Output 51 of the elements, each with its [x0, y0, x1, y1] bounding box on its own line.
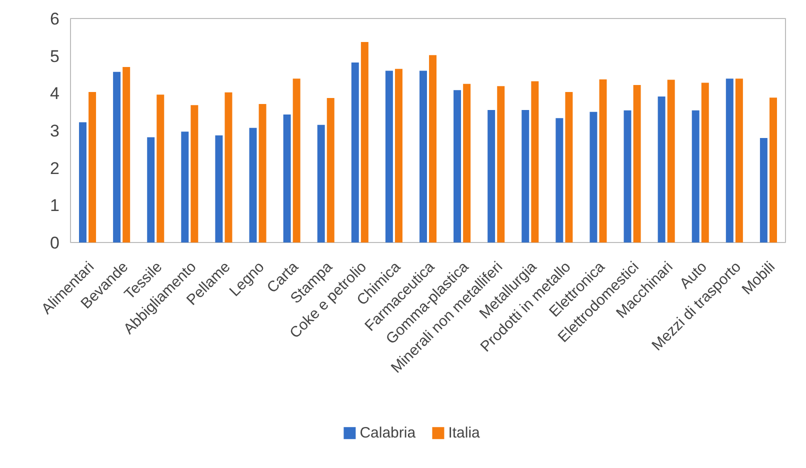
bar	[454, 90, 462, 242]
bar	[190, 105, 198, 242]
bar	[556, 118, 564, 242]
bar	[463, 84, 471, 242]
bar	[215, 135, 223, 242]
bar	[122, 67, 130, 242]
bar	[497, 86, 505, 242]
y-tick-label: 6	[50, 10, 60, 28]
bar	[735, 78, 743, 242]
bar	[531, 81, 539, 242]
bar	[590, 112, 598, 242]
bar	[565, 92, 573, 242]
y-tick-label: 4	[50, 84, 60, 104]
y-tick-label: 5	[50, 46, 60, 66]
bar	[770, 98, 777, 242]
bar	[633, 84, 641, 242]
bar	[522, 110, 530, 242]
bar	[658, 96, 666, 242]
bar	[385, 70, 393, 242]
bar	[599, 79, 607, 242]
y-tick-label: 2	[50, 158, 60, 178]
y-tick-label: 0	[50, 234, 60, 252]
legend-label: Calabria	[360, 424, 416, 442]
bar	[701, 82, 709, 242]
bar	[760, 138, 768, 242]
bar	[156, 94, 164, 242]
bar	[283, 114, 291, 242]
bar	[624, 110, 632, 242]
bar	[147, 137, 155, 242]
y-tick-label: 1	[50, 196, 60, 216]
legend-label: Italia	[448, 424, 481, 442]
bar	[326, 98, 334, 242]
bar	[351, 62, 359, 242]
bar	[394, 68, 402, 242]
bar	[692, 110, 700, 242]
bar	[317, 124, 325, 242]
bar	[113, 72, 121, 242]
bar	[360, 42, 368, 242]
bar	[292, 78, 300, 242]
bar	[249, 128, 257, 242]
bar	[181, 132, 189, 242]
y-tick-label: 3	[50, 122, 60, 140]
bar	[419, 70, 427, 242]
bar	[224, 92, 232, 242]
bar	[488, 110, 496, 242]
bar	[726, 78, 734, 242]
bar	[429, 55, 437, 242]
bar	[88, 92, 96, 242]
bar	[79, 122, 86, 242]
bar	[258, 104, 266, 242]
bar	[667, 80, 675, 242]
